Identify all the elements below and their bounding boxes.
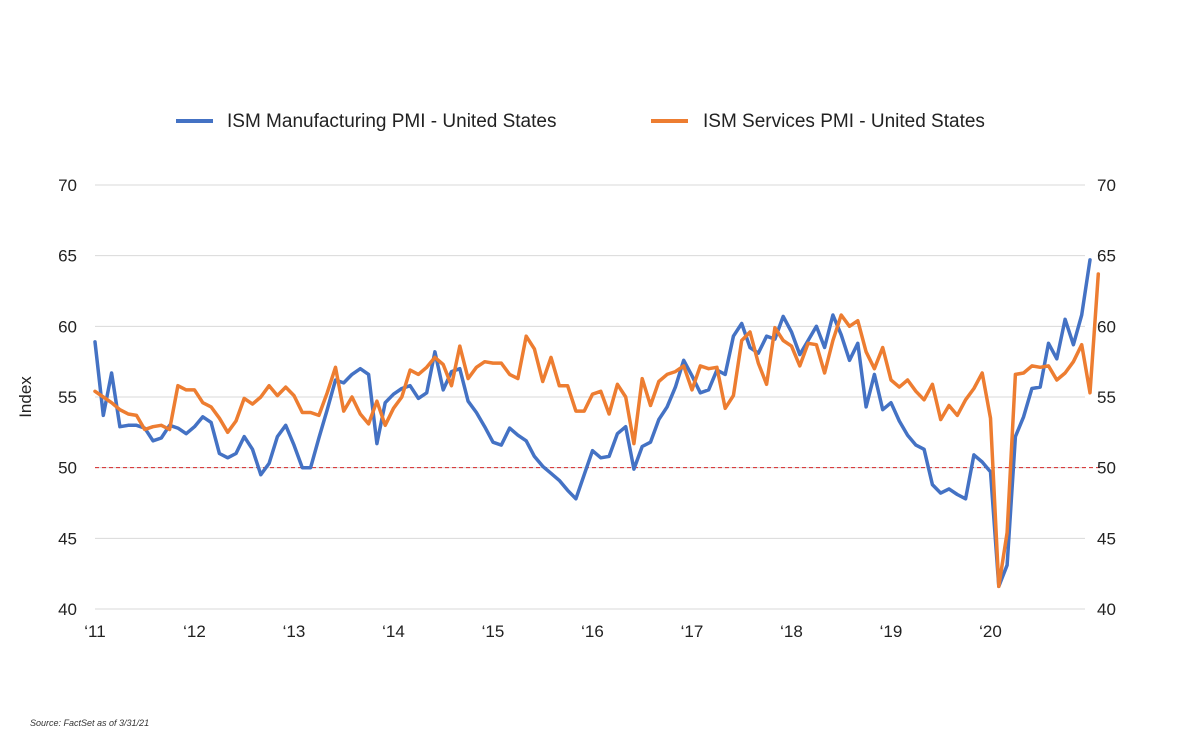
x-tick-2011: ‘11 (84, 622, 105, 641)
y-tick-left-60: 60 (58, 317, 77, 336)
series-line-manufacturing (93, 258, 1092, 589)
y-tick-left-45: 45 (58, 529, 77, 548)
x-tick-2017: ‘17 (681, 622, 704, 641)
y-axis-left-ticks: 40 45 50 55 60 65 70 (58, 176, 77, 619)
x-tick-2014: ‘14 (382, 622, 405, 641)
y-tick-right-70: 70 (1097, 176, 1116, 195)
y-tick-right-40: 40 (1097, 600, 1116, 619)
legend-label-manufacturing: ISM Manufacturing PMI - United States (227, 111, 556, 132)
y-tick-right-60: 60 (1097, 317, 1116, 336)
x-tick-2020: ‘20 (979, 622, 1002, 641)
x-tick-2016: ‘16 (581, 622, 604, 641)
y-tick-left-55: 55 (58, 388, 77, 407)
y-axis-right-ticks: 40 45 50 55 60 65 70 (1097, 176, 1116, 619)
x-tick-2013: ‘13 (283, 622, 306, 641)
y-tick-right-65: 65 (1097, 247, 1116, 266)
y-tick-left-40: 40 (58, 600, 77, 619)
y-tick-right-50: 50 (1097, 459, 1116, 478)
y-axis-label: Index (16, 376, 35, 418)
x-tick-2012: ‘12 (183, 622, 206, 641)
series-lines (93, 258, 1101, 589)
y-tick-left-50: 50 (58, 459, 77, 478)
y-tick-left-65: 65 (58, 247, 77, 266)
x-tick-2019: ‘19 (880, 622, 903, 641)
legend: ISM Manufacturing PMI - United States IS… (176, 111, 985, 132)
x-tick-2015: ‘15 (482, 622, 505, 641)
y-tick-right-55: 55 (1097, 388, 1116, 407)
legend-label-services: ISM Services PMI - United States (703, 111, 985, 132)
y-tick-left-70: 70 (58, 176, 77, 195)
series-line-services (93, 272, 1101, 589)
y-tick-right-45: 45 (1097, 529, 1116, 548)
source-note: Source: FactSet as of 3/31/21 (30, 718, 150, 728)
x-tick-2018: ‘18 (780, 622, 803, 641)
x-axis-ticks: ‘11 ‘12 ‘13 ‘14 ‘15 ‘16 ‘17 ‘18 ‘19 ‘20 (84, 622, 1002, 641)
